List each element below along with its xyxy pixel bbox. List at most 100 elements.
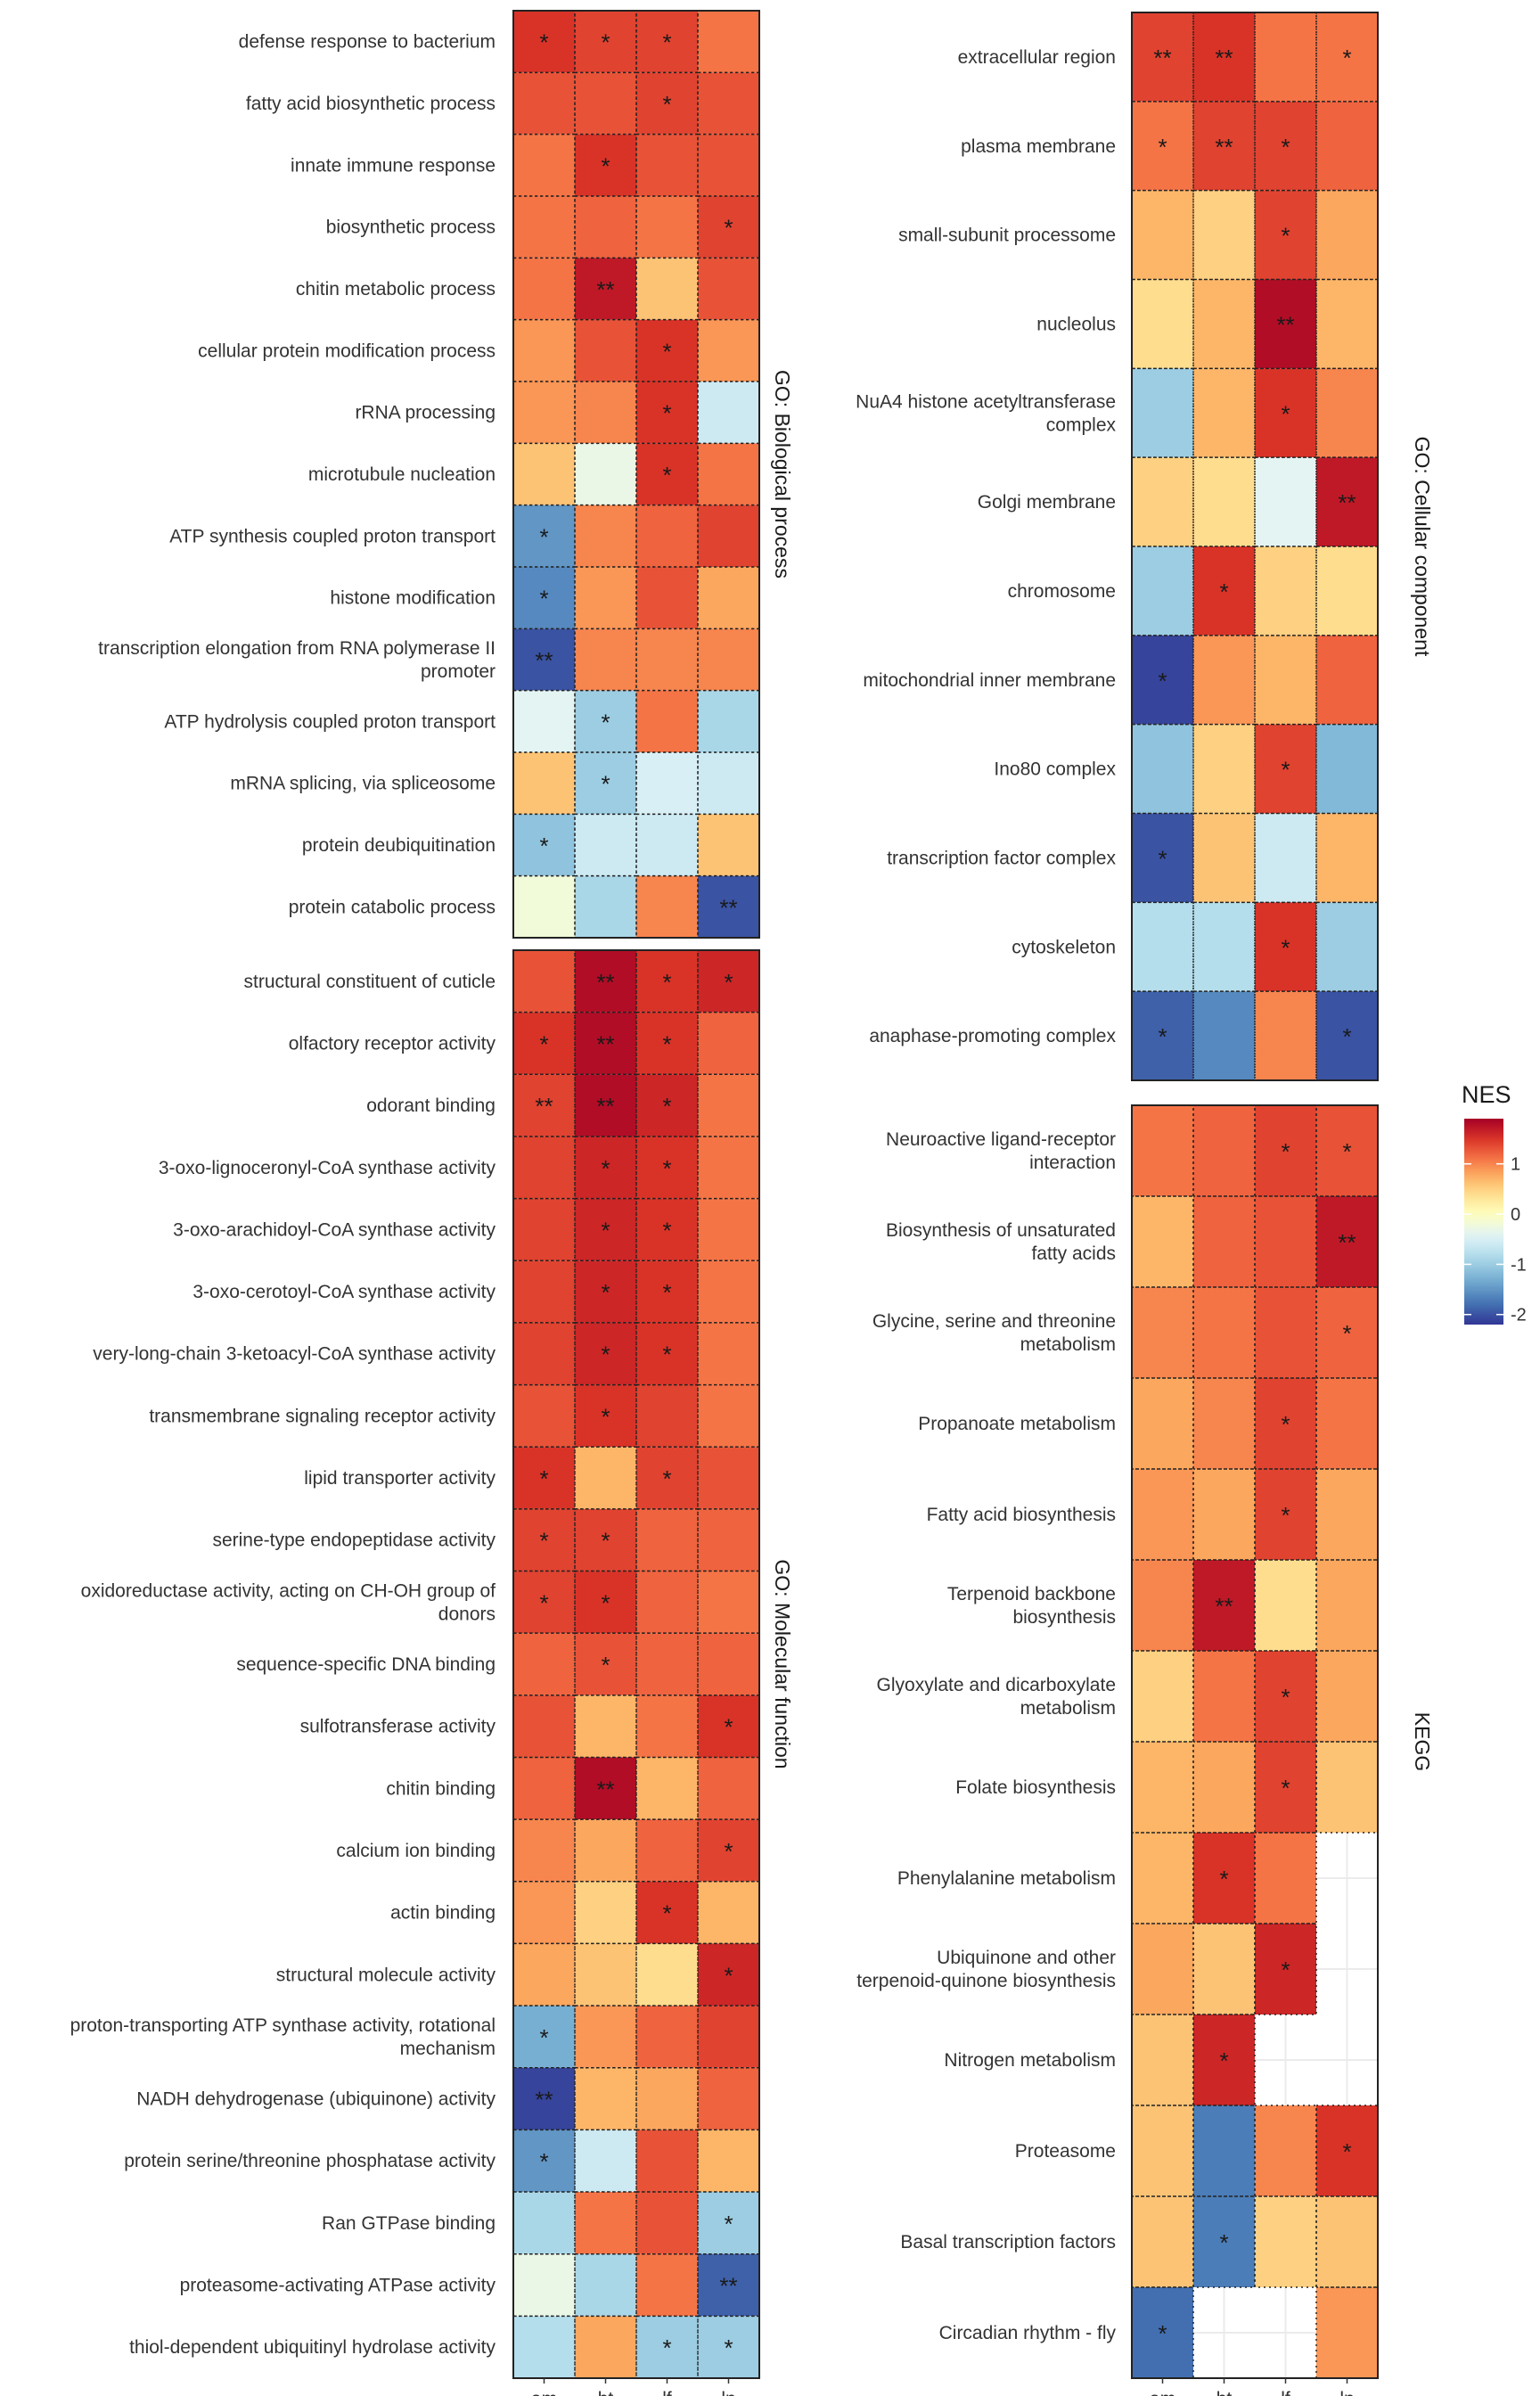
row-label: histone modification [330, 588, 496, 609]
legend-tick-label: 0 [1511, 1205, 1520, 1225]
strip-label-go-molecular-function: GO: Molecular function [771, 1559, 794, 1768]
cell-border [1192, 2014, 1256, 2106]
significance-marker: * [662, 1465, 671, 1492]
row-label: biosynthesis [1012, 1607, 1116, 1628]
cell-go-biological-process-1-am [513, 72, 575, 135]
cell-border [1192, 1195, 1256, 1288]
cell-go-cellular-component-7-ln [1316, 635, 1378, 725]
cell-kegg-11-bt [1193, 2105, 1255, 2196]
cell-go-biological-process-0-ln [698, 11, 759, 73]
cell-go-cellular-component-7-am [1132, 635, 1193, 725]
significance-marker: * [662, 29, 671, 56]
cell-border [574, 1818, 637, 1883]
cell-go-biological-process-2-lf [636, 134, 698, 196]
cell-go-biological-process-11-lf [636, 690, 698, 752]
cell-border [574, 1322, 637, 1386]
row-label: defense response to bacterium [239, 32, 496, 53]
cell-go-cellular-component-4-am [1132, 368, 1193, 458]
cell-border [574, 381, 637, 445]
row-label: Basal transcription factors [900, 2232, 1116, 2252]
cell-go-biological-process-11-ln [698, 690, 759, 752]
cell-border [1192, 1923, 1256, 2015]
cell-kegg-0-bt [1193, 1105, 1255, 1196]
cell-border [512, 2191, 576, 2255]
row-label: NuA4 histone acetyltransferase [856, 391, 1116, 412]
row-label: Ran GTPase binding [322, 2213, 496, 2234]
significance-marker: * [662, 400, 671, 427]
cell-go-molecular-function-8-ln [698, 1447, 759, 1509]
cell-go-molecular-function-13-lf [636, 1757, 698, 1820]
cell-border [635, 1322, 699, 1386]
significance-marker: * [1219, 2229, 1228, 2256]
significance-marker: * [1281, 1684, 1290, 1711]
cell-border [512, 2066, 576, 2131]
cell-go-molecular-function-6-am [513, 1322, 575, 1385]
cell-border [1131, 2195, 1194, 2288]
cell-go-cellular-component-2-bt [1193, 190, 1255, 280]
significance-marker: * [662, 1093, 671, 1120]
row-label: protein serine/threonine phosphatase act… [124, 2151, 496, 2171]
cell-border [512, 949, 576, 1013]
cell-border [512, 2129, 576, 2193]
cell-go-molecular-function-12-bt [575, 1694, 636, 1758]
significance-marker: * [1342, 1023, 1351, 1050]
cell-kegg-13-ln [1316, 2287, 1378, 2378]
panel-go-molecular-function: ** * *structural constituent of cuticle* **… [70, 949, 794, 2379]
cell-kegg-12-am [1132, 2196, 1193, 2287]
cell-go-cellular-component-8-lf [1255, 724, 1316, 814]
cell-go-biological-process-13-am [513, 814, 575, 876]
cell-kegg-2-ln [1316, 1287, 1378, 1378]
cell-border [635, 1756, 699, 1820]
row-label: Ubiquinone and other [937, 1948, 1116, 1968]
significance-marker: * [724, 969, 733, 996]
cell-border [635, 2005, 699, 2069]
significance-marker: * [1281, 1411, 1290, 1438]
significance-marker: * [1281, 934, 1290, 961]
cell-kegg-5-ln [1316, 1560, 1378, 1651]
significance-marker: * [1281, 757, 1290, 784]
cell-go-cellular-component-11-ln [1316, 991, 1378, 1080]
cell-go-molecular-function-4-am [513, 1198, 575, 1261]
cell-border [512, 1011, 576, 1076]
significance-marker: ** [596, 276, 614, 303]
cell-border [574, 1694, 637, 1759]
color-legend: NES 1 0 -1 -2 [1462, 1081, 1527, 1325]
cell-go-biological-process-3-lf [636, 196, 698, 258]
cell-go-molecular-function-0-bt [575, 950, 636, 1013]
significance-marker: * [539, 523, 548, 550]
significance-marker: ** [1215, 1593, 1233, 1620]
panel-border [1131, 1104, 1379, 2379]
cell-go-molecular-function-4-ln [698, 1198, 759, 1261]
cell-go-molecular-function-5-am [513, 1260, 575, 1323]
cell-go-molecular-function-2-am [513, 1074, 575, 1136]
significance-marker: * [1158, 845, 1167, 872]
cell-border [635, 1942, 699, 2006]
cell-go-molecular-function-0-lf [636, 950, 698, 1013]
cell-go-cellular-component-4-ln [1316, 368, 1378, 458]
significance-marker: ** [1276, 311, 1294, 338]
cell-go-biological-process-8-bt [575, 505, 636, 567]
row-label: innate immune response [291, 155, 496, 176]
cell-border [635, 2129, 699, 2193]
row-label: chitin metabolic process [296, 279, 496, 300]
cell-kegg-12-bt [1193, 2196, 1255, 2287]
cell-go-molecular-function-20-am [513, 2192, 575, 2254]
legend-colorbar [1464, 1119, 1503, 1325]
cell-go-cellular-component-6-am [1132, 546, 1193, 636]
significance-marker: * [601, 1155, 610, 1182]
significance-marker: * [662, 91, 671, 118]
cell-go-biological-process-14-ln [698, 875, 759, 938]
cell-go-biological-process-4-bt [575, 258, 636, 320]
significance-marker: ** [1215, 45, 1233, 71]
cell-go-cellular-component-7-lf [1255, 635, 1316, 725]
cell-go-molecular-function-2-ln [698, 1074, 759, 1136]
cell-go-molecular-function-9-bt [575, 1508, 636, 1571]
cell-go-molecular-function-20-lf [636, 2192, 698, 2254]
cell-go-biological-process-3-am [513, 196, 575, 258]
strip-label-go-biological-process: GO: Biological process [771, 370, 794, 578]
significance-marker: * [724, 1838, 733, 1865]
cell-kegg-4-ln [1316, 1469, 1378, 1560]
cell-border [1192, 1104, 1256, 1197]
cell-go-biological-process-8-lf [636, 505, 698, 567]
cell-border [1254, 1286, 1317, 1379]
